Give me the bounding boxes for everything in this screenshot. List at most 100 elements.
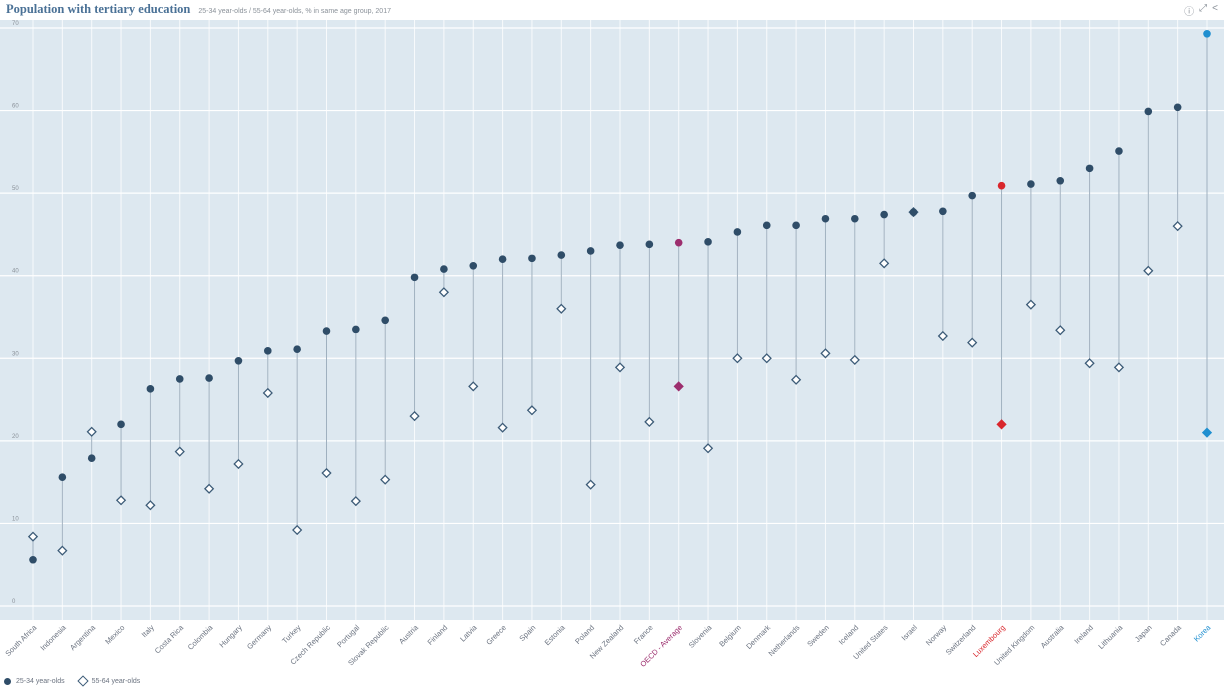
circle-marker-25-34 [821,214,830,223]
y-tick-label: 10 [12,516,19,522]
x-tick-label: Italy [140,623,156,639]
diamond-marker-55-64 [585,479,596,490]
y-tick-label: 0 [12,599,16,605]
x-tick-label: South Africa [3,622,39,658]
circle-marker-25-34 [498,255,507,263]
circle-marker-25-34 [146,385,155,393]
diamond-marker-55-64 [614,362,626,373]
diamond-marker-55-64 [644,416,655,427]
x-tick-label: Sweden [805,623,831,649]
circle-marker-25-34 [175,375,184,383]
diamond-marker-55-64 [937,330,948,342]
legend-item-25-34[interactable]: 25-34 year-olds [4,677,65,685]
x-tick-label: Ireland [1072,623,1095,646]
diamond-marker-55-64 [468,381,479,392]
x-tick-label: Australia [1039,622,1067,650]
diamond-marker-55-64 [1172,221,1183,232]
diamond-marker-55-64 [820,348,831,359]
legend-item-55-64[interactable]: 55-64 year-olds [76,675,141,687]
x-tick-label: Denmark [744,623,772,651]
x-tick-label: Costa Rica [153,622,186,655]
circle-marker-25-34 [205,374,213,382]
diamond-marker-55-64 [233,458,244,470]
x-tick-label: Argentina [68,622,98,652]
circle-marker-25-34 [322,327,331,335]
circle-marker-25-34 [87,454,96,462]
diamond-marker-55-64 [262,387,273,399]
circle-marker-25-34 [762,221,771,230]
diamond-marker-55-64 [996,419,1007,430]
chart-subtitle: 25-34 year-olds / 55-64 year-olds, % in … [198,8,391,15]
diamond-marker-55-64 [174,446,185,457]
circle-marker-25-34 [234,356,243,365]
circle-marker-25-34 [29,555,37,564]
circle-marker-icon [4,677,11,685]
diamond-marker-55-64 [1201,427,1213,438]
circle-marker-25-34 [440,265,448,273]
y-tick-label: 20 [12,434,19,440]
x-tick-label: Austria [397,622,420,645]
circle-marker-25-34 [1085,164,1094,173]
legend-label: 25-34 year-olds [16,677,65,685]
x-tick-label: Spain [517,623,537,643]
info-icon[interactable]: ⓘ [1184,7,1195,18]
legend: 25-34 year-olds 55-64 year-olds [4,675,141,687]
circle-marker-25-34 [645,240,654,249]
x-tick-label: Mexico [103,623,126,646]
diamond-marker-55-64 [732,353,743,364]
y-tick-label: 60 [12,104,19,110]
circle-marker-25-34 [352,325,360,334]
circle-marker-25-34 [1027,180,1035,188]
circle-marker-25-34 [733,228,742,236]
chart-title: Population with tertiary education [6,2,191,16]
diamond-marker-55-64 [86,426,97,437]
circle-marker-25-34 [557,251,566,259]
diamond-marker-55-64 [1055,325,1066,336]
circle-marker-25-34 [1203,29,1211,38]
x-tick-label: Greece [484,623,508,647]
x-tick-label: Indonesia [38,622,68,652]
circle-marker-25-34 [1144,107,1153,116]
circle-marker-25-34 [704,238,712,246]
diamond-marker-55-64 [1113,362,1125,373]
x-tick-label: Latvia [458,622,479,643]
chart-header: Population with tertiary education 25-34… [6,2,391,20]
diamond-marker-55-64 [409,410,420,422]
x-tick-label: Turkey [280,623,303,646]
circle-marker-25-34 [528,254,536,263]
x-tick-label: Finland [426,623,450,647]
circle-marker-25-34 [880,210,888,219]
plot-area [0,20,1224,620]
diamond-marker-55-64 [380,474,391,485]
circle-marker-25-34 [469,262,478,270]
diamond-marker-55-64 [526,405,538,416]
diamond-marker-55-64 [497,422,508,433]
x-tick-label: Korea [1192,622,1213,643]
circle-marker-25-34 [792,221,800,230]
diamond-marker-55-64 [321,467,332,479]
circle-marker-25-34 [968,191,976,200]
diamond-marker-55-64 [967,337,978,348]
diamond-marker-55-64 [702,443,714,454]
y-tick-label: 50 [12,186,19,192]
circle-marker-25-34 [293,345,301,354]
x-tick-label: Canada [1158,622,1184,648]
circle-marker-25-34 [997,181,1006,190]
circle-marker-25-34 [851,214,859,223]
x-tick-label: Slovenia [687,622,714,649]
legend-label: 55-64 year-olds [91,677,141,685]
diamond-marker-55-64 [57,545,68,556]
x-tick-label: Netherlands [767,623,802,658]
x-tick-label: Germany [245,623,273,651]
x-tick-label: Hungary [217,623,244,650]
share-icon[interactable]: < [1212,3,1218,14]
fullscreen-icon[interactable]: ⤢ [1199,3,1208,14]
x-tick-label: Belgium [717,623,743,649]
diamond-marker-55-64 [879,258,890,269]
diamond-marker-55-64 [790,374,802,385]
circle-marker-25-34 [674,238,683,247]
circle-marker-25-34 [381,316,390,325]
y-tick-label: 40 [12,269,19,275]
diamond-marker-55-64 [203,483,215,494]
